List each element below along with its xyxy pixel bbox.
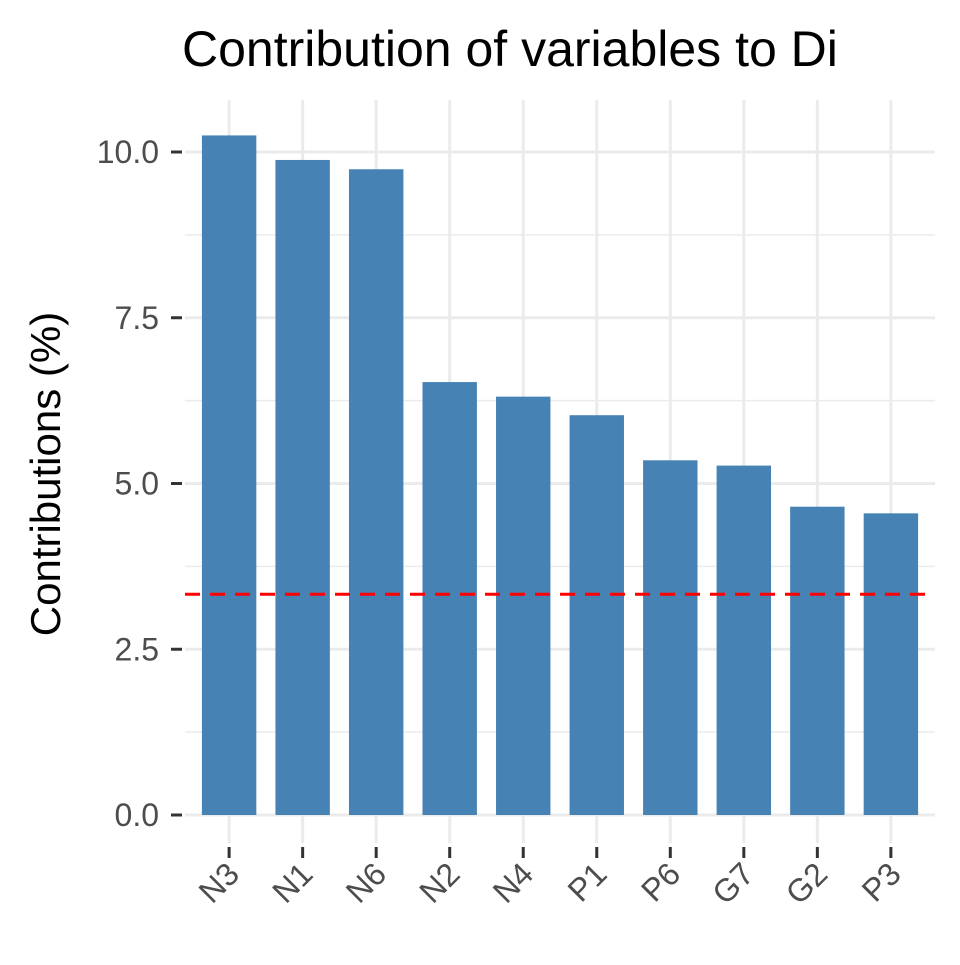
bar-n2 [422, 382, 477, 815]
chart-title: Contribution of variables to Di [182, 21, 838, 77]
y-tick-label: 5.0 [115, 466, 159, 502]
x-tick-label: N1 [265, 855, 319, 909]
x-tick-label: G2 [779, 855, 835, 911]
bar-g7 [716, 465, 772, 815]
bars [201, 135, 919, 816]
bar-p6 [643, 460, 698, 815]
x-tick-label: P3 [855, 855, 908, 908]
bar-p3 [863, 513, 919, 815]
x-tick-label: G7 [705, 855, 761, 911]
y-tick-label: 7.5 [115, 300, 159, 336]
axes: 0.0 2.5 5.0 7.5 10.0 N3 N1 N6 N2 N4 P1 P6 G7 G2 P3 [97, 134, 908, 911]
x-tick-label: N3 [192, 855, 246, 909]
x-tick-label: N4 [486, 855, 540, 909]
bar-n6 [348, 169, 404, 815]
y-tick-label: 0.0 [115, 797, 159, 833]
x-tick-label: P1 [561, 855, 614, 908]
bar-n4 [496, 396, 551, 815]
x-tick-label: P6 [634, 855, 687, 908]
bar-p1 [569, 415, 624, 815]
y-tick-label: 10.0 [97, 134, 159, 170]
bar-g2 [790, 506, 845, 815]
x-tick-label: N6 [339, 855, 393, 909]
y-axis-title: Contributions (%) [22, 312, 69, 636]
bar-n1 [275, 159, 330, 815]
bar-n3 [201, 135, 257, 816]
y-tick-label: 2.5 [115, 631, 159, 667]
x-tick-label: N2 [412, 855, 466, 909]
